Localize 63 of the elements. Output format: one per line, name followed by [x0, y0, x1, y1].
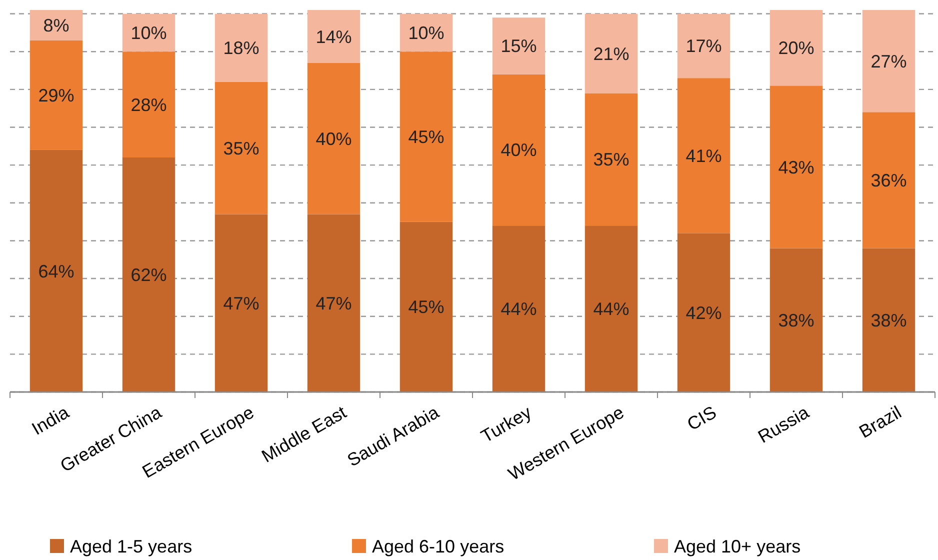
bar: [492, 74, 546, 226]
data-label: 18%: [223, 38, 260, 58]
bar: [400, 222, 453, 392]
bar: [584, 14, 638, 94]
data-label: 29%: [38, 85, 74, 106]
bar: [122, 52, 176, 158]
bar: [122, 158, 176, 392]
bar: [400, 52, 453, 222]
data-label: 14%: [316, 26, 352, 47]
bar: [30, 40, 83, 150]
bar: [214, 14, 268, 82]
data-label: 45%: [408, 127, 444, 148]
data-label: 10%: [408, 22, 444, 43]
data-label: 20%: [778, 38, 814, 58]
bar: [770, 10, 823, 86]
data-label: 38%: [870, 310, 907, 330]
bar: [30, 10, 83, 40]
bar: [214, 82, 268, 214]
bar: [214, 214, 268, 392]
bar: [862, 248, 916, 392]
bar: [584, 226, 638, 392]
data-label: 42%: [686, 302, 722, 323]
bar: [770, 86, 823, 248]
bar: [492, 226, 546, 392]
data-label: 8%: [43, 15, 70, 36]
data-label: 62%: [130, 265, 167, 286]
bar: [677, 78, 730, 234]
data-label: 45%: [408, 297, 444, 318]
data-label: 35%: [593, 150, 630, 170]
data-label: 47%: [223, 293, 260, 314]
bar: [307, 10, 360, 63]
bar: [584, 93, 638, 226]
data-label: 35%: [223, 138, 260, 158]
bar: [492, 18, 546, 74]
data-label: 36%: [870, 170, 907, 190]
data-label: 28%: [130, 94, 167, 115]
x-tick-label: CIS: [684, 402, 720, 434]
bar: [307, 214, 360, 392]
legend-label: Aged 10+ years: [674, 536, 801, 556]
data-label: 43%: [778, 157, 814, 178]
data-label: 41%: [686, 146, 722, 166]
data-label: 47%: [316, 293, 352, 314]
data-label: 15%: [500, 36, 537, 56]
data-label: 17%: [686, 36, 722, 56]
bar: [862, 10, 916, 112]
x-tick-label: India: [28, 402, 74, 439]
data-label: 40%: [316, 128, 352, 149]
legend-label: Aged 1-5 years: [70, 536, 192, 556]
bar: [862, 112, 916, 248]
data-label: 38%: [778, 310, 814, 330]
data-label: 64%: [38, 261, 74, 282]
legend-label: Aged 6-10 years: [372, 536, 504, 556]
data-label: 21%: [593, 44, 630, 64]
data-label: 44%: [500, 299, 537, 320]
data-label: 44%: [593, 299, 630, 320]
bar: [30, 150, 83, 392]
bar: [677, 233, 730, 392]
bar: [770, 248, 823, 392]
data-label: 10%: [130, 22, 167, 43]
bar: [677, 14, 730, 78]
data-label: 40%: [500, 140, 537, 160]
bar: [307, 62, 360, 214]
data-label: 27%: [870, 51, 907, 72]
